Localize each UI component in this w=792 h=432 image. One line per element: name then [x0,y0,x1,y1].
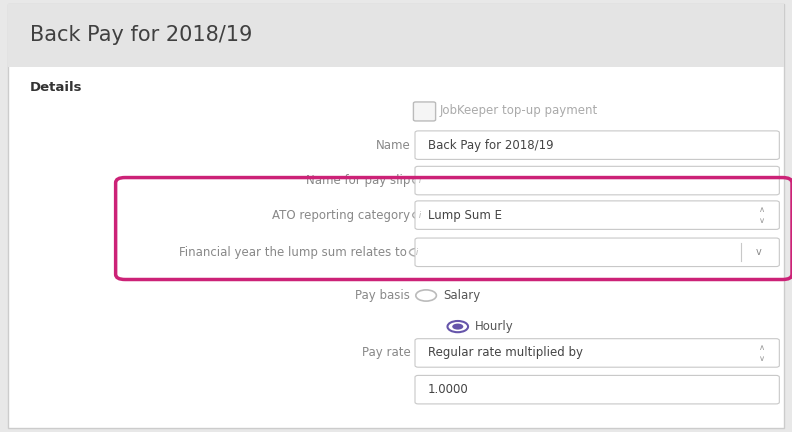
Text: ∨: ∨ [759,216,765,225]
Text: Pay basis: Pay basis [356,289,410,302]
Text: JobKeeper top-up payment: JobKeeper top-up payment [440,104,598,117]
FancyBboxPatch shape [415,131,779,159]
FancyBboxPatch shape [415,339,779,367]
FancyBboxPatch shape [413,102,436,121]
Text: ∧: ∧ [759,343,765,352]
Text: Details: Details [30,81,82,94]
FancyBboxPatch shape [415,375,779,404]
Text: i: i [419,211,421,219]
Circle shape [452,324,463,330]
Text: Lump Sum E: Lump Sum E [428,209,501,222]
Text: Back Pay for 2018/19: Back Pay for 2018/19 [428,139,554,152]
FancyBboxPatch shape [415,201,779,229]
Text: Name: Name [375,139,410,152]
Text: 1.0000: 1.0000 [428,383,468,396]
FancyBboxPatch shape [415,238,779,267]
Text: Salary: Salary [444,289,481,302]
Circle shape [413,177,427,184]
Text: ∨: ∨ [759,354,765,362]
Text: Name for pay slip: Name for pay slip [306,174,410,187]
FancyBboxPatch shape [415,166,779,195]
Text: i: i [416,248,417,257]
Text: Pay rate: Pay rate [361,346,410,359]
Text: Financial year the lump sum relates to: Financial year the lump sum relates to [179,246,407,259]
Text: Back Pay for 2018/19: Back Pay for 2018/19 [30,25,253,45]
Text: Regular rate multiplied by: Regular rate multiplied by [428,346,583,359]
Text: ∧: ∧ [759,206,765,214]
Circle shape [409,248,424,256]
Bar [8,4,784,67]
Text: i: i [419,176,421,185]
Circle shape [416,290,436,301]
Text: ATO reporting category: ATO reporting category [272,209,410,222]
Circle shape [447,321,468,332]
FancyBboxPatch shape [8,4,784,428]
Text: v: v [756,247,762,257]
Text: Hourly: Hourly [475,320,514,333]
Circle shape [413,211,427,219]
